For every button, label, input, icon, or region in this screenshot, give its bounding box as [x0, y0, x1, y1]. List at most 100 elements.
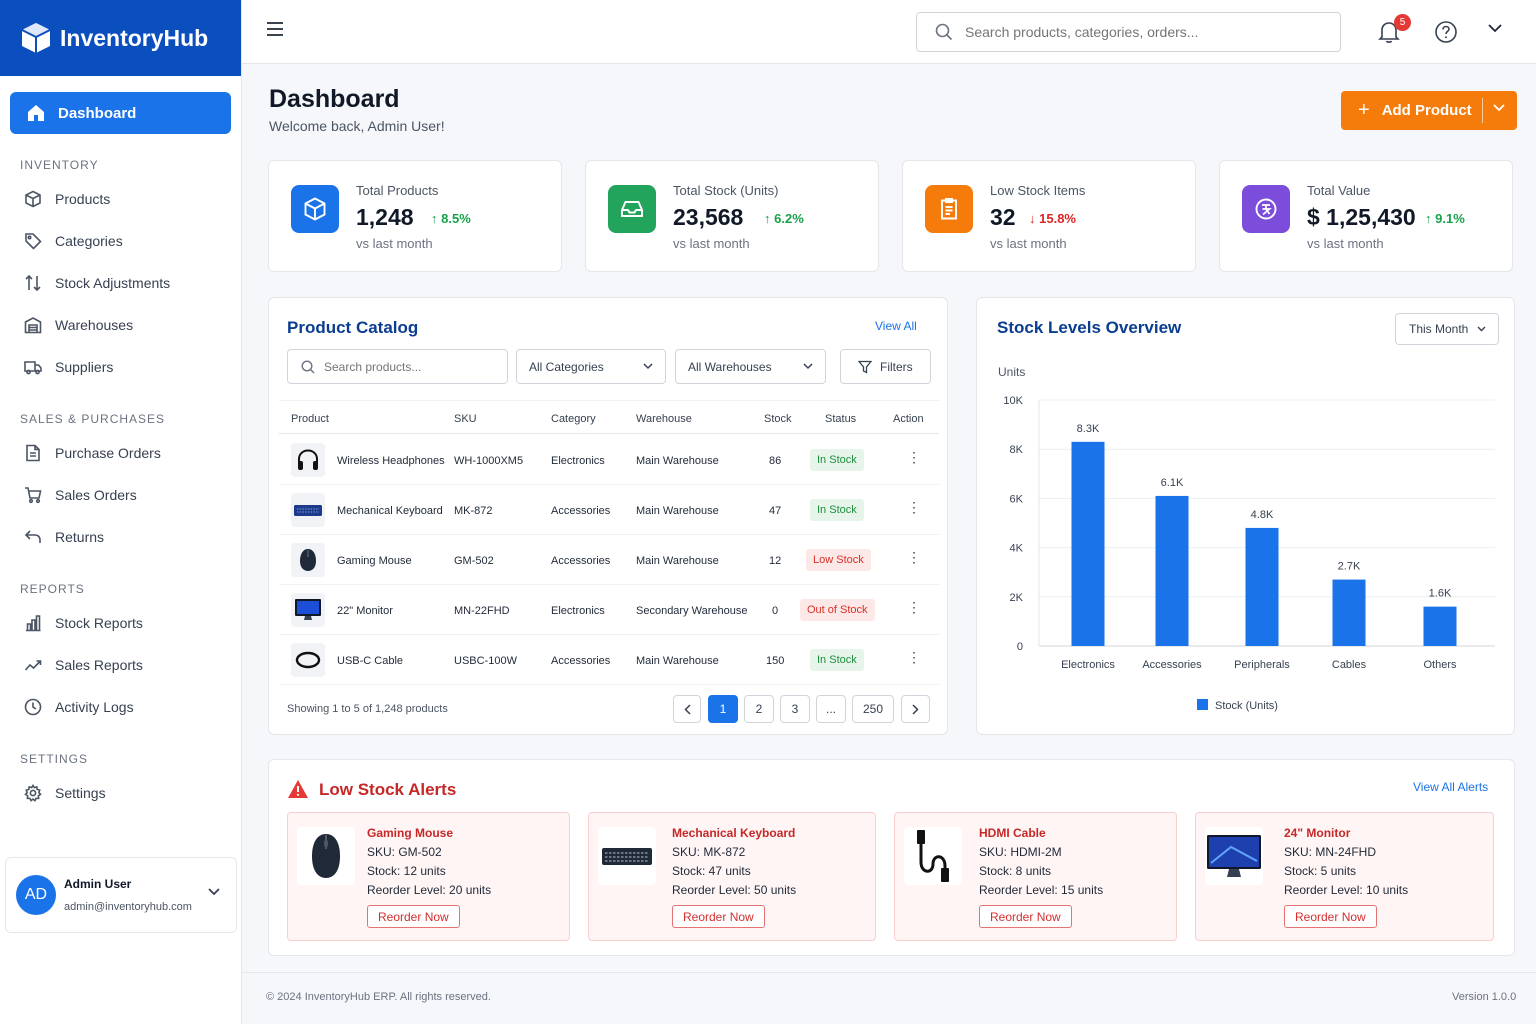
next-page-button[interactable] — [901, 695, 930, 723]
home-icon — [28, 105, 44, 121]
sidebar-item-sales-reports[interactable]: Sales Reports — [0, 644, 241, 686]
sidebar-item-stock-adjustments[interactable]: Stock Adjustments — [0, 262, 241, 304]
table-row[interactable]: 22" Monitor MN-22FHD Electronics Seconda… — [279, 585, 939, 635]
warehouse: Main Warehouse — [636, 455, 719, 467]
column-header: Stock — [764, 413, 792, 425]
table-row[interactable]: Gaming Mouse GM-502 Accessories Main War… — [279, 535, 939, 585]
stat-change-value: 8.5% — [441, 211, 471, 226]
more-options-icon[interactable]: ⋮ — [907, 449, 921, 465]
footer-divider — [242, 972, 1536, 973]
sidebar-item-dashboard[interactable]: Dashboard — [10, 92, 231, 134]
table-row[interactable]: USB-C Cable USBC-100W Accessories Main W… — [279, 635, 939, 685]
sidebar-item-label: Products — [55, 191, 111, 207]
view-all-link[interactable]: View All — [875, 319, 917, 333]
page-button[interactable]: 250 — [852, 695, 894, 723]
reorder-now-button[interactable]: Reorder Now — [1284, 905, 1377, 928]
sidebar-item-suppliers[interactable]: Suppliers — [0, 346, 241, 388]
bar-data-label: 4.8K — [1251, 509, 1274, 521]
chevron-down-icon[interactable] — [1493, 104, 1505, 112]
status-badge: In Stock — [810, 449, 864, 471]
footer-copyright: © 2024 InventoryHub ERP. All rights rese… — [266, 991, 491, 1003]
nav-section-title: INVENTORY — [20, 158, 99, 172]
brand[interactable]: InventoryHub — [0, 0, 241, 76]
alert-product-name[interactable]: 24" Monitor — [1284, 826, 1351, 840]
status-badge: Out of Stock — [800, 599, 875, 621]
catalog-search[interactable] — [287, 349, 508, 384]
y-tick-label: 10K — [1003, 395, 1023, 407]
sidebar-item-label: Purchase Orders — [55, 445, 161, 461]
reorder-now-button[interactable]: Reorder Now — [979, 905, 1072, 928]
global-search[interactable] — [916, 12, 1341, 52]
alert-stock: Stock: 5 units — [1284, 864, 1357, 878]
column-header: Warehouse — [636, 413, 692, 425]
x-tick-label: Peripherals — [1234, 659, 1290, 671]
product-name[interactable]: Mechanical Keyboard — [337, 505, 443, 517]
table-row[interactable]: Wireless Headphones WH-1000XM5 Electroni… — [279, 435, 939, 485]
alert-product-name[interactable]: Gaming Mouse — [367, 826, 454, 840]
category: Electronics — [551, 605, 605, 617]
avatar: AD — [16, 875, 56, 915]
table-row[interactable]: Mechanical Keyboard MK-872 Accessories M… — [279, 485, 939, 535]
product-name[interactable]: 22" Monitor — [337, 605, 393, 617]
page-button[interactable]: 1 — [708, 695, 738, 723]
sidebar-item-settings[interactable]: Settings — [0, 772, 241, 814]
panel-title: Product Catalog — [287, 318, 419, 337]
product-name[interactable]: USB-C Cable — [337, 655, 404, 667]
sidebar-item-purchase-orders[interactable]: Purchase Orders — [0, 432, 241, 474]
chevron-down-icon[interactable] — [208, 888, 220, 896]
chevron-down-icon[interactable] — [1488, 24, 1502, 33]
page-subtitle: Welcome back, Admin User! — [269, 118, 445, 134]
user-card[interactable]: AD Admin User admin@inventoryhub.com — [5, 857, 237, 933]
view-all-alerts-link[interactable]: View All Alerts — [1413, 780, 1489, 794]
alert-product-name[interactable]: Mechanical Keyboard — [672, 826, 796, 840]
chevron-down-icon — [1477, 326, 1486, 332]
sidebar-item-categories[interactable]: Categories — [0, 220, 241, 262]
category-select[interactable]: All Categories — [516, 349, 666, 384]
alert-stock: Stock: 12 units — [367, 864, 446, 878]
sidebar-item-activity-logs[interactable]: Activity Logs — [0, 686, 241, 728]
gear-icon — [24, 784, 42, 802]
alert-product-name[interactable]: HDMI Cable — [979, 826, 1046, 840]
product-name[interactable]: Wireless Headphones — [337, 455, 445, 467]
catalog-search-input[interactable] — [324, 359, 499, 374]
y-axis-label: Units — [998, 365, 1025, 379]
stat-sub: vs last month — [990, 236, 1067, 251]
alert-card: Mechanical Keyboard SKU: MK-872 Stock: 4… — [588, 812, 876, 941]
sidebar: InventoryHub Dashboard INVENTORY Product… — [0, 0, 242, 1024]
warehouse-select[interactable]: All Warehouses — [675, 349, 826, 384]
more-options-icon[interactable]: ⋮ — [907, 549, 921, 565]
stock-bar-chart: Units 0 2K 4K 6K 8K 10K 8.3K Electronics 6.1K Acce… — [998, 365, 1495, 712]
arrow-down-icon: ↓ — [1029, 211, 1036, 226]
reorder-now-button[interactable]: Reorder Now — [672, 905, 765, 928]
sidebar-item-sales-orders[interactable]: Sales Orders — [0, 474, 241, 516]
arrow-up-icon: ↑ — [431, 211, 438, 226]
arrows-up-down-icon — [25, 274, 41, 292]
stat-change: ↑ 9.1% — [1425, 211, 1465, 226]
reorder-now-button[interactable]: Reorder Now — [367, 905, 460, 928]
period-select[interactable]: This Month — [1395, 313, 1499, 345]
category: Accessories — [551, 505, 611, 517]
inbox-tray-icon — [608, 185, 656, 233]
page-button[interactable]: 3 — [780, 695, 810, 723]
hamburger-menu-icon[interactable] — [266, 22, 284, 36]
legend-label: Stock (Units) — [1215, 700, 1278, 712]
page-button[interactable]: 2 — [744, 695, 774, 723]
filters-button[interactable]: Filters — [840, 349, 931, 384]
y-tick-label: 0 — [1017, 641, 1023, 653]
sidebar-item-returns[interactable]: Returns — [0, 516, 241, 558]
prev-page-button[interactable] — [673, 695, 701, 723]
sidebar-item-stock-reports[interactable]: Stock Reports — [0, 602, 241, 644]
sidebar-item-products[interactable]: Products — [0, 178, 241, 220]
search-icon — [301, 359, 315, 373]
help-icon[interactable] — [1434, 20, 1458, 44]
product-name[interactable]: Gaming Mouse — [337, 555, 412, 567]
stat-sub: vs last month — [673, 236, 750, 251]
more-options-icon[interactable]: ⋮ — [907, 599, 921, 615]
add-product-button[interactable]: + Add Product — [1341, 91, 1517, 130]
more-options-icon[interactable]: ⋮ — [907, 649, 921, 665]
global-search-input[interactable] — [965, 24, 1325, 40]
more-options-icon[interactable]: ⋮ — [907, 499, 921, 515]
sidebar-item-warehouses[interactable]: Warehouses — [0, 304, 241, 346]
status-badge: In Stock — [810, 649, 864, 671]
bell-icon[interactable] — [1378, 20, 1400, 44]
